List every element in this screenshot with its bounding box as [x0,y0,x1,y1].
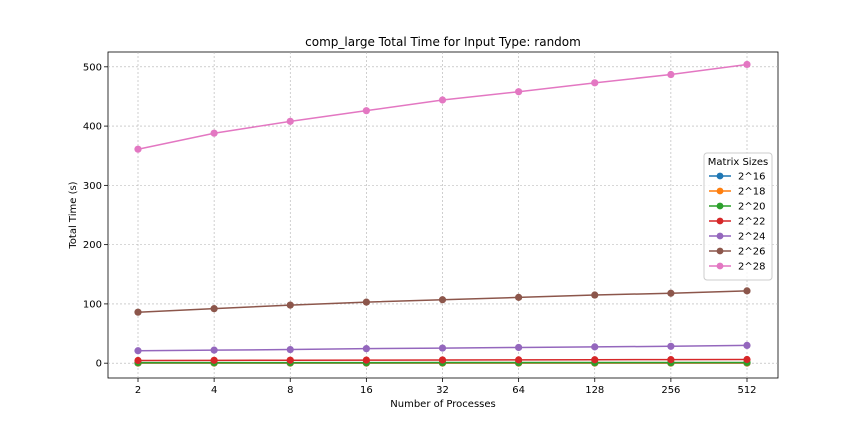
plot-area [107,51,779,379]
y-tick-label: 400 [83,122,102,133]
data-point [286,345,294,354]
x-axis-title: Number of Processes [390,399,495,410]
y-axis: 0 100 200 300 400 500 [83,62,108,370]
legend-item: 2^26 [709,247,765,258]
data-point [286,117,294,125]
legend-items: 2^16 2^18 2^20 2^22 2^24 2^26 2^28 [709,172,765,273]
data-point [286,301,294,309]
data-point [134,347,142,355]
legend-label: 2^16 [738,172,765,183]
data-point [134,145,142,153]
data-point [515,356,523,364]
legend-swatch-marker [716,232,724,240]
data-point [591,343,599,351]
data-point [591,291,599,299]
data-point [210,305,218,313]
legend-item: 2^18 [709,187,765,198]
data-point [134,356,142,365]
legend-swatch-marker [716,262,724,270]
series-2^22 [134,355,751,365]
series-2^24 [134,341,751,355]
data-point [667,342,675,350]
x-tick-label: 256 [661,385,680,396]
legend-item: 2^22 [709,217,765,228]
x-tick-label: 512 [737,385,756,396]
legend: Matrix Sizes 2^16 2^18 2^20 2^22 2^24 2^26 2^2… [703,152,773,281]
x-axis: 2 4 8 16 32 64 128 256 512 [135,378,757,396]
data-point [591,79,599,87]
data-point [743,287,751,295]
data-point [438,96,447,104]
data-point [362,298,370,306]
data-point [362,107,370,115]
legend-item: 2^20 [709,202,765,213]
data-point [591,356,599,364]
y-tick-label: 300 [83,181,102,192]
data-point [134,308,142,316]
data-point [286,356,294,364]
legend-swatch-marker [716,202,724,210]
legend-label: 2^28 [738,262,765,273]
legend-title: Matrix Sizes [708,157,768,168]
legend-label: 2^20 [738,202,765,213]
series-layer [134,60,751,367]
data-point [438,344,447,352]
data-point [515,88,523,96]
legend-label: 2^26 [738,247,765,258]
data-point [667,356,675,364]
legend-swatch-marker [716,172,724,180]
data-point [515,293,523,301]
legend-label: 2^24 [738,232,765,243]
x-tick-label: 16 [360,385,373,396]
legend-swatch-marker [716,187,724,195]
x-tick-label: 64 [512,385,525,396]
chart-title: comp_large Total Time for Input Type: ra… [305,35,581,49]
data-point [667,70,675,79]
legend-swatch-marker [716,217,724,225]
data-point [515,343,523,352]
legend-item: 2^28 [709,262,765,273]
y-tick-label: 500 [83,62,102,73]
series-2^26 [134,287,751,316]
data-point [210,129,218,137]
legend-item: 2^16 [709,172,765,183]
legend-swatch-marker [716,247,724,255]
legend-label: 2^18 [738,187,765,198]
legend-label: 2^22 [738,217,765,228]
data-point [438,356,447,364]
x-tick-label: 32 [436,385,449,396]
data-point [438,296,447,304]
y-tick-label: 100 [83,299,102,310]
data-point [667,289,675,297]
x-tick-label: 8 [287,385,293,396]
y-tick-label: 200 [83,240,102,251]
data-point [743,341,751,349]
x-tick-label: 4 [211,385,217,396]
data-point [362,345,370,353]
x-tick-label: 2 [135,385,141,396]
legend-item: 2^24 [709,232,765,243]
x-tick-label: 128 [585,385,604,396]
y-axis-title: Total Time (s) [68,181,79,249]
y-tick-label: 0 [96,359,102,370]
data-point [362,356,370,364]
series-2^28 [134,60,751,153]
data-point [210,346,218,354]
data-point [743,60,751,69]
data-point [743,355,751,364]
data-point [210,356,218,364]
